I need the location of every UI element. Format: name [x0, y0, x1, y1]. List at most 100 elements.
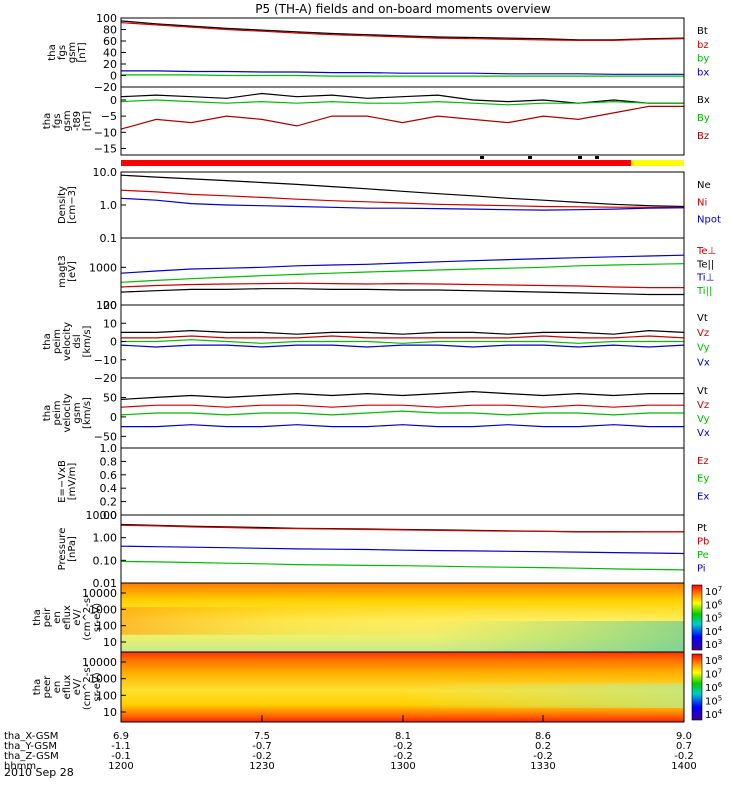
y-tick-label: −15	[94, 143, 117, 156]
legend-label: Bt	[697, 26, 708, 37]
legend-label: Ey	[697, 474, 709, 485]
series-line	[121, 74, 684, 77]
spectrogram-band	[121, 683, 684, 708]
colorbar-tick: 105	[705, 695, 722, 708]
series-line	[120, 524, 684, 533]
ephemeris-value: -0.2	[393, 741, 413, 752]
y-axis-label: thafgsgsm-t89[nT]	[42, 110, 93, 131]
ephemeris-value: 0.2	[535, 741, 551, 752]
series-line	[120, 197, 685, 211]
legend-label: Ti⊥	[696, 273, 714, 284]
mode-marker	[480, 156, 484, 159]
y-tick-label: 10	[103, 636, 117, 649]
panel-frame	[120, 514, 685, 584]
y-tick-label: −20	[94, 372, 117, 385]
y-tick-label: 0.2	[100, 496, 118, 509]
ephemeris-label: tha_Y-GSM	[4, 741, 57, 752]
legend-label: Ne	[697, 180, 711, 191]
legend-label: bx	[697, 67, 709, 78]
colorbar-s1	[691, 584, 703, 651]
series-line	[120, 254, 685, 274]
y-tick-label: −5	[101, 110, 117, 123]
legend-label: by	[697, 54, 709, 65]
y-axis-label: Pressure[nPa]	[57, 528, 78, 571]
panel-p3: Ne Ni Npot 10.0 1.0 0.1 Density[cm−3]	[57, 166, 721, 245]
y-tick-label: 1.00	[93, 532, 118, 545]
spectrogram-band	[121, 620, 684, 652]
series-line	[120, 22, 685, 42]
legend-label: By	[697, 113, 710, 124]
series-line	[120, 560, 685, 571]
panel-frame	[120, 304, 685, 379]
y-tick-label: 40	[103, 47, 117, 60]
y-axis-label: thapeirenefluxeV/(cm^2-s-sr-eV)	[32, 594, 103, 641]
y-tick-label: −10	[94, 354, 117, 367]
series-line	[120, 545, 685, 555]
y-tick-label: 0	[110, 336, 117, 349]
y-tick-label: 10	[103, 317, 117, 330]
series-line	[120, 410, 684, 416]
series-line	[120, 344, 685, 348]
legend-label: Ex	[697, 491, 709, 502]
legend-label: Vy	[697, 414, 710, 425]
mode-marker	[595, 156, 599, 159]
ephemeris-label: tha_X-GSM	[4, 731, 58, 742]
ephemeris-value: -0.1	[111, 751, 131, 762]
mode-marker	[578, 156, 582, 159]
series-line	[120, 282, 684, 289]
colorbar-tick: 108	[705, 654, 722, 667]
series-line	[121, 339, 684, 344]
series-line	[121, 329, 685, 335]
y-tick-label: 0.10	[93, 554, 118, 567]
y-tick-label: 0.0	[100, 509, 118, 522]
ephemeris-value: 1300	[390, 761, 415, 772]
y-axis-label: Density[cm−3]	[57, 186, 78, 224]
colorbar-tick: 106	[705, 681, 723, 694]
series-line	[120, 105, 684, 130]
y-tick-label: 0.6	[100, 469, 118, 482]
series-line	[120, 263, 685, 283]
series-line	[120, 99, 684, 106]
y-tick-label: 0	[110, 94, 117, 107]
ephemeris-value: -0.7	[252, 741, 272, 752]
series-line	[121, 424, 684, 428]
series-line	[120, 390, 684, 400]
y-tick-label: 60	[103, 35, 117, 48]
y-tick-label: 1.0	[100, 442, 118, 455]
panel-p7: Ez Ey Ex 1.00.80.60.40.20.0 E=−VxB[mV/m]	[57, 442, 709, 522]
ephemeris-value: 1400	[671, 761, 696, 772]
ephemeris-value: 8.6	[535, 731, 551, 742]
series-line	[120, 288, 684, 296]
colorbar-tick: 104	[705, 625, 723, 638]
y-tick-label: 10000	[82, 587, 117, 600]
y-axis-label: magt3[eV]	[57, 255, 78, 288]
legend-label: Ni	[697, 197, 707, 208]
page-title: P5 (TH-A) fields and on-board moments ov…	[255, 2, 551, 16]
legend-label: Pe	[697, 550, 709, 561]
y-tick-label: 0	[110, 411, 117, 424]
ephemeris-value: -1.1	[111, 741, 131, 752]
legend-label: Te||	[696, 259, 714, 270]
y-tick-label: 10.0	[93, 166, 118, 179]
panel-p8: Pt Pb Pe Pi 10.00 1.00 0.10 0.01 Pressure[nPa]	[57, 509, 709, 590]
panel-p5: VtVzVyVx20100−10−20thapeimvelocitydsl[km…	[42, 299, 710, 385]
series-line	[120, 174, 685, 208]
legend-label: Vx	[697, 428, 710, 439]
series-line	[120, 404, 684, 408]
y-tick-label: 0.8	[100, 455, 118, 468]
legend-label: Vz	[697, 400, 709, 411]
legend-label: Vt	[697, 313, 708, 324]
colorbar-tick: 105	[705, 612, 722, 625]
ephemeris-value: 9.0	[676, 731, 692, 742]
date-label: 2010 Sep 28	[4, 766, 74, 779]
ephemeris-value: 1230	[249, 761, 274, 772]
legend-label: Bz	[697, 131, 709, 142]
ephemeris-value: -0.2	[393, 751, 413, 762]
y-tick-label: 100	[96, 299, 117, 312]
y-tick-label: 100	[96, 689, 117, 702]
